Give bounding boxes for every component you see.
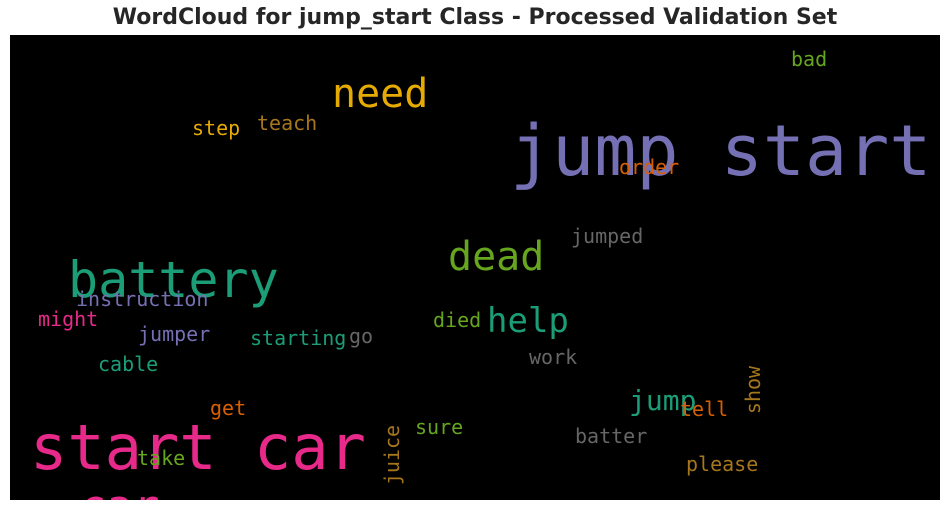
word-need: need	[332, 71, 428, 117]
word-step: step	[192, 116, 240, 140]
word-help: help	[487, 301, 569, 341]
word-jump-start: jump start	[510, 110, 931, 192]
word-tell: tell	[680, 397, 728, 421]
word-jumped: jumped	[571, 224, 643, 248]
word-sure: sure	[415, 415, 463, 439]
word-work: work	[529, 345, 577, 369]
word-might: might	[38, 307, 98, 331]
word-jump: jump	[629, 384, 696, 417]
word-cable: cable	[98, 352, 158, 376]
word-juice: juice	[380, 425, 404, 485]
word-start-car: start car	[30, 411, 366, 484]
word-instruction: instruction	[76, 287, 208, 311]
word-order: order	[619, 155, 679, 179]
word-starting: starting	[250, 326, 346, 350]
word-take: take	[137, 446, 185, 470]
word-dead: dead	[448, 234, 544, 280]
word-car: car	[80, 481, 159, 500]
word-show: show	[741, 365, 765, 414]
wordcloud-canvas: jump start start car battery need dead car hel…	[10, 35, 940, 500]
word-batter: batter	[575, 424, 647, 448]
word-teach: teach	[257, 111, 317, 135]
word-go: go	[349, 324, 373, 348]
chart-title: WordCloud for jump_start Class - Process…	[112, 5, 838, 30]
word-battery: battery	[68, 251, 279, 309]
word-bad: bad	[791, 47, 827, 71]
word-jumper: jumper	[138, 322, 210, 346]
word-please: please	[686, 452, 758, 476]
wordcloud-svg: jump start start car battery need dead car hel…	[30, 47, 931, 500]
word-get: get	[210, 396, 246, 420]
word-died: died	[433, 308, 481, 332]
